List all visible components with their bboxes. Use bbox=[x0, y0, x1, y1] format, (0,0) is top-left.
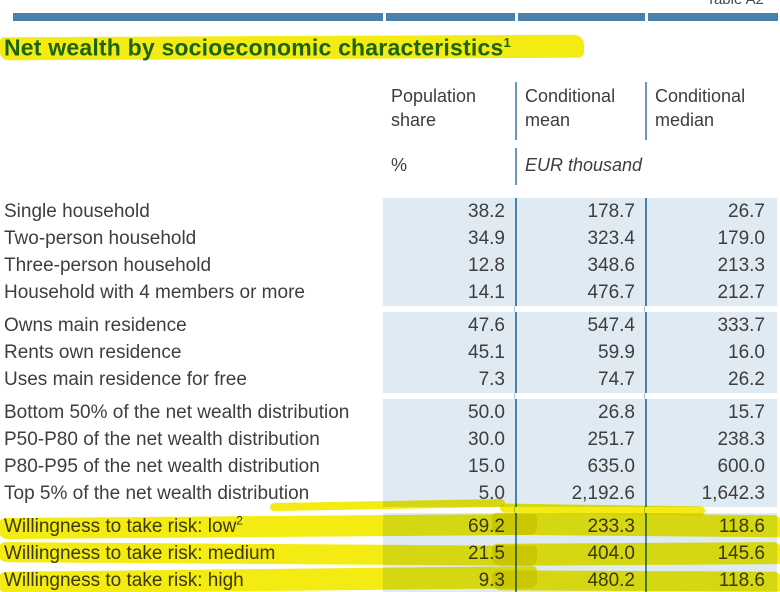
row-label: Three-person household bbox=[4, 255, 212, 276]
unit-amounts: EUR thousand bbox=[515, 148, 780, 185]
conditional-mean-value: 547.4 bbox=[515, 312, 645, 339]
population-share-value: 9.3 bbox=[478, 570, 505, 591]
row-group: Willingness to take risk: low2 69.2 233.3 1… bbox=[0, 512, 780, 592]
population-share-value: 30.0 bbox=[468, 429, 505, 450]
rule-segment bbox=[386, 13, 515, 21]
table-row: Single household 38.2 178.7 26.7 bbox=[0, 198, 780, 225]
conditional-mean-value: 26.8 bbox=[515, 399, 645, 426]
row-label: Owns main residence bbox=[4, 315, 187, 336]
table-row: Willingness to take risk: low2 69.2 233.3 1… bbox=[0, 512, 780, 540]
conditional-mean-value: 476.7 bbox=[515, 279, 645, 306]
column-header-row: Population share Conditional mean Condit… bbox=[0, 82, 780, 140]
conditional-median-value: 118.6 bbox=[645, 567, 780, 592]
row-label: Single household bbox=[4, 201, 150, 222]
row-label: P50-P80 of the net wealth distribution bbox=[4, 429, 320, 450]
units-spacer bbox=[0, 148, 383, 185]
conditional-median-value: 1,642.3 bbox=[645, 480, 780, 507]
column-divider-line bbox=[514, 198, 515, 592]
conditional-mean-value: 323.4 bbox=[515, 225, 645, 252]
population-share-value: 15.0 bbox=[468, 456, 505, 477]
table-groups: Single household 38.2 178.7 26.7 Two-person … bbox=[0, 198, 780, 592]
footnote-marker: 2 bbox=[236, 513, 243, 528]
conditional-median-value: 145.6 bbox=[645, 540, 780, 567]
conditional-median-value: 15.7 bbox=[645, 399, 780, 426]
conditional-mean-value: 59.9 bbox=[515, 339, 645, 366]
units-row: % EUR thousand bbox=[0, 148, 780, 185]
conditional-median-value: 213.3 bbox=[645, 252, 780, 279]
table-row: Two-person household 34.9 323.4 179.0 bbox=[0, 225, 780, 252]
population-share-value: 7.3 bbox=[478, 369, 505, 390]
table-row: Willingness to take risk: medium 21.5 404.… bbox=[0, 540, 780, 567]
table-row: Three-person household 12.8 348.6 213.3 bbox=[0, 252, 780, 279]
conditional-median-value: 26.7 bbox=[645, 198, 780, 225]
column-divider-line bbox=[644, 198, 645, 592]
title-highlighter-stroke bbox=[0, 34, 585, 61]
conditional-median-value: 333.7 bbox=[645, 312, 780, 339]
unit-population-share: % bbox=[391, 155, 408, 175]
conditional-median-value: 238.3 bbox=[645, 426, 780, 453]
table-row: Uses main residence for free 7.3 74.7 26.2 bbox=[0, 366, 780, 393]
row-label: Top 5% of the net wealth distribution bbox=[4, 483, 310, 504]
table-row: Owns main residence 47.6 547.4 333.7 bbox=[0, 312, 780, 339]
column-header-conditional-mean: Conditional mean bbox=[515, 82, 645, 140]
conditional-mean-value: 480.2 bbox=[515, 567, 645, 592]
conditional-mean-value: 2,192.6 bbox=[515, 480, 645, 507]
table-row: P80-P95 of the net wealth distribution 15… bbox=[0, 453, 780, 480]
table-row: Bottom 50% of the net wealth distributio… bbox=[0, 399, 780, 426]
conditional-mean-value: 74.7 bbox=[515, 366, 645, 393]
row-group: Bottom 50% of the net wealth distributio… bbox=[0, 399, 780, 507]
table-row: Top 5% of the net wealth distribution 5.0… bbox=[0, 480, 780, 507]
population-share-value: 47.6 bbox=[468, 315, 505, 336]
column-header-conditional-median: Conditional median bbox=[645, 82, 780, 140]
row-label: P80-P95 of the net wealth distribution bbox=[4, 456, 320, 477]
conditional-mean-value: 251.7 bbox=[515, 426, 645, 453]
conditional-median-value: 26.2 bbox=[645, 366, 780, 393]
population-share-value: 50.0 bbox=[468, 402, 505, 423]
row-group: Single household 38.2 178.7 26.7 Two-person … bbox=[0, 198, 780, 306]
row-label: Rents own residence bbox=[4, 342, 182, 363]
conditional-mean-value: 178.7 bbox=[515, 198, 645, 225]
table-reference-clipped: Table A2 bbox=[706, 0, 764, 9]
population-share-value: 69.2 bbox=[468, 516, 505, 537]
population-share-value: 45.1 bbox=[468, 342, 505, 363]
row-label: Willingness to take risk: medium bbox=[4, 543, 276, 564]
population-share-value: 5.0 bbox=[478, 483, 505, 504]
rule-segment bbox=[13, 13, 383, 21]
table-row: Rents own residence 45.1 59.9 16.0 bbox=[0, 339, 780, 366]
population-share-value: 14.1 bbox=[468, 282, 505, 303]
conditional-mean-value: 348.6 bbox=[515, 252, 645, 279]
row-label: Two-person household bbox=[4, 228, 197, 249]
row-label: Bottom 50% of the net wealth distributio… bbox=[4, 402, 350, 423]
row-label: Willingness to take risk: low2 bbox=[4, 513, 243, 537]
conditional-median-value: 179.0 bbox=[645, 225, 780, 252]
conditional-median-value: 118.6 bbox=[645, 513, 780, 540]
row-label: Uses main residence for free bbox=[4, 369, 247, 390]
table-reference-label: Table A2 bbox=[706, 0, 764, 9]
row-group: Owns main residence 47.6 547.4 333.7 Rents o… bbox=[0, 312, 780, 393]
table-row: Household with 4 members or more 14.1 476.… bbox=[0, 279, 780, 306]
table-body: Single household 38.2 178.7 26.7 Two-person … bbox=[0, 198, 780, 592]
population-share-value: 34.9 bbox=[468, 228, 505, 249]
conditional-median-value: 600.0 bbox=[645, 453, 780, 480]
conditional-median-value: 212.7 bbox=[645, 279, 780, 306]
table-row: Willingness to take risk: high 9.3 480.2 11… bbox=[0, 566, 780, 592]
rule-segment bbox=[518, 13, 645, 21]
row-label: Household with 4 members or more bbox=[4, 282, 305, 303]
row-label: Willingness to take risk: high bbox=[4, 570, 244, 591]
header-spacer bbox=[0, 82, 383, 140]
conditional-mean-value: 404.0 bbox=[515, 540, 645, 567]
table-row: P50-P80 of the net wealth distribution 30… bbox=[0, 426, 780, 453]
column-header-population-share: Population share bbox=[391, 86, 477, 130]
rule-segment bbox=[648, 13, 778, 21]
conditional-mean-value: 635.0 bbox=[515, 453, 645, 480]
population-share-value: 12.8 bbox=[468, 255, 505, 276]
population-share-value: 38.2 bbox=[468, 201, 505, 222]
population-share-value: 21.5 bbox=[468, 543, 505, 564]
conditional-median-value: 16.0 bbox=[645, 339, 780, 366]
segmented-rule bbox=[13, 13, 778, 21]
conditional-mean-value: 233.3 bbox=[515, 513, 645, 540]
